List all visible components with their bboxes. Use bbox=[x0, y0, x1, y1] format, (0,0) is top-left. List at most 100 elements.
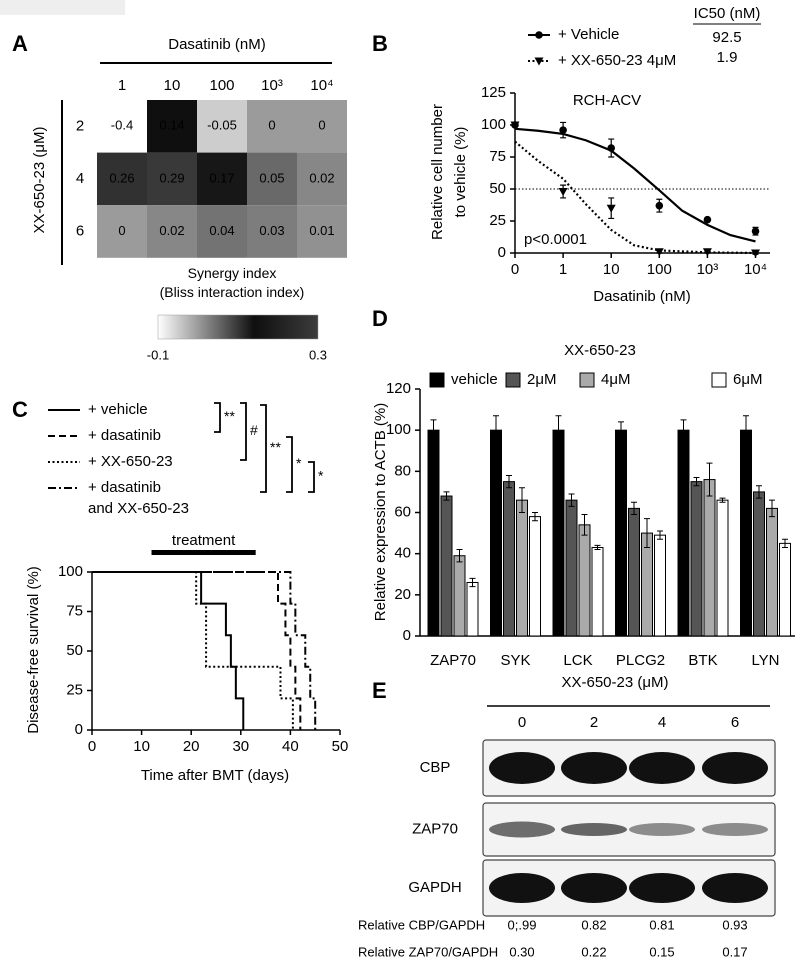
row-label: 4 bbox=[76, 170, 84, 187]
bar bbox=[690, 481, 703, 637]
significance-label: * bbox=[318, 468, 324, 484]
error-bar bbox=[782, 538, 788, 548]
legend-label: 2μM bbox=[527, 371, 556, 388]
chart-title: XX-650-23 bbox=[564, 342, 636, 359]
blot-band bbox=[489, 752, 555, 784]
bar bbox=[677, 429, 690, 637]
significance-bracket bbox=[286, 436, 293, 493]
bar bbox=[453, 555, 466, 637]
x-tick-label: 1 bbox=[559, 261, 567, 278]
error-bar bbox=[493, 415, 499, 446]
bar bbox=[552, 429, 565, 637]
blot-band bbox=[702, 873, 768, 903]
column-label: 100 bbox=[209, 77, 234, 94]
cell-value: 0 bbox=[318, 118, 325, 133]
bar bbox=[516, 499, 528, 637]
quant-value: 0.81 bbox=[649, 917, 674, 932]
quant-value: 0.30 bbox=[509, 944, 534, 959]
error-bar bbox=[581, 514, 588, 536]
survival-curve bbox=[92, 571, 302, 730]
y-axis-label: Relative cell number to vehicle (%) bbox=[429, 104, 469, 240]
error-bar bbox=[756, 485, 762, 499]
bar bbox=[654, 534, 666, 637]
bar bbox=[503, 481, 515, 637]
x-tick-label: PLCG2 bbox=[616, 652, 665, 669]
cell-value: 0.14 bbox=[159, 118, 184, 133]
legend-label: vehicle bbox=[451, 371, 498, 388]
legend-label: 4μM bbox=[601, 371, 630, 388]
cell-value: 0.26 bbox=[109, 170, 134, 185]
bar bbox=[753, 491, 765, 637]
x-tick-label: LYN bbox=[751, 652, 779, 669]
y-axis-label: XX-650-23 (μM) bbox=[31, 126, 48, 233]
quant-value: 0.93 bbox=[722, 917, 747, 932]
y-tick-label: 75 bbox=[489, 148, 506, 165]
data-point bbox=[751, 249, 761, 258]
legend-swatch bbox=[505, 372, 521, 388]
legend-swatch bbox=[429, 372, 445, 388]
blot-band bbox=[702, 752, 768, 784]
panel-letter: E bbox=[372, 678, 387, 703]
quant-value: 0.17 bbox=[722, 944, 747, 959]
data-point bbox=[510, 121, 520, 130]
quant-label: Relative ZAP70/GAPDH bbox=[358, 944, 498, 959]
data-point bbox=[558, 188, 568, 197]
y-tick-label: 100 bbox=[386, 421, 411, 438]
bar bbox=[766, 507, 778, 637]
y-tick-label: 100 bbox=[481, 116, 506, 133]
error-bar bbox=[519, 487, 525, 513]
error-bar bbox=[594, 544, 601, 551]
blot-band bbox=[489, 873, 555, 903]
blot-band bbox=[561, 752, 627, 784]
ic50-value: 1.9 bbox=[717, 49, 738, 66]
blot-band bbox=[629, 873, 695, 903]
error-bar bbox=[555, 415, 562, 446]
error-bar bbox=[743, 415, 749, 446]
survival-curve bbox=[92, 571, 317, 730]
column-label: 1 bbox=[118, 77, 126, 94]
heatmap-cell bbox=[297, 100, 347, 153]
corner-artifact bbox=[0, 0, 125, 15]
cell-value: 0 bbox=[268, 118, 275, 133]
data-point bbox=[702, 248, 712, 257]
significance-label: ** bbox=[270, 439, 281, 455]
colorbar bbox=[157, 314, 319, 340]
row-label: 6 bbox=[76, 222, 84, 239]
legend-label: 6μM bbox=[733, 371, 762, 388]
heatmap-cell bbox=[97, 152, 147, 206]
y-tick-label: 50 bbox=[66, 642, 83, 659]
error-bar bbox=[430, 419, 437, 441]
quant-label: Relative CBP/GAPDH bbox=[358, 917, 485, 932]
legend-label: + XX-650-23 4μM bbox=[558, 52, 676, 69]
significance-bracket bbox=[214, 402, 221, 433]
x-tick-label: SYK bbox=[500, 652, 530, 669]
panel-letter: B bbox=[372, 31, 388, 56]
x-tick-label: 10⁴ bbox=[744, 261, 767, 278]
data-point bbox=[606, 204, 616, 213]
legend-marker bbox=[535, 31, 543, 39]
bar bbox=[578, 524, 591, 637]
cell-value: 0.04 bbox=[209, 223, 234, 238]
data-point bbox=[751, 227, 760, 236]
column-label: 10⁴ bbox=[310, 77, 333, 94]
x-tick-label: 100 bbox=[647, 261, 672, 278]
panel-letter: A bbox=[12, 31, 28, 56]
band-label: ZAP70 bbox=[412, 820, 458, 837]
y-tick-label: 120 bbox=[386, 380, 411, 397]
bar bbox=[440, 495, 453, 637]
cell-value: -0.4 bbox=[111, 118, 133, 133]
error-bar bbox=[618, 421, 624, 439]
row-label: 2 bbox=[76, 117, 84, 134]
bar bbox=[740, 429, 752, 637]
error-bar bbox=[657, 530, 663, 540]
heatmap-cell bbox=[197, 152, 247, 206]
colorbar-tick: -0.1 bbox=[147, 347, 169, 362]
blot-band bbox=[629, 752, 695, 784]
x-tick-label: 40 bbox=[282, 738, 299, 755]
x-tick-label: ZAP70 bbox=[430, 652, 476, 669]
error-bar bbox=[469, 577, 476, 588]
fit-curve bbox=[514, 140, 756, 255]
bar bbox=[628, 507, 640, 637]
bar bbox=[490, 429, 502, 637]
column-label: 10³ bbox=[261, 77, 283, 94]
